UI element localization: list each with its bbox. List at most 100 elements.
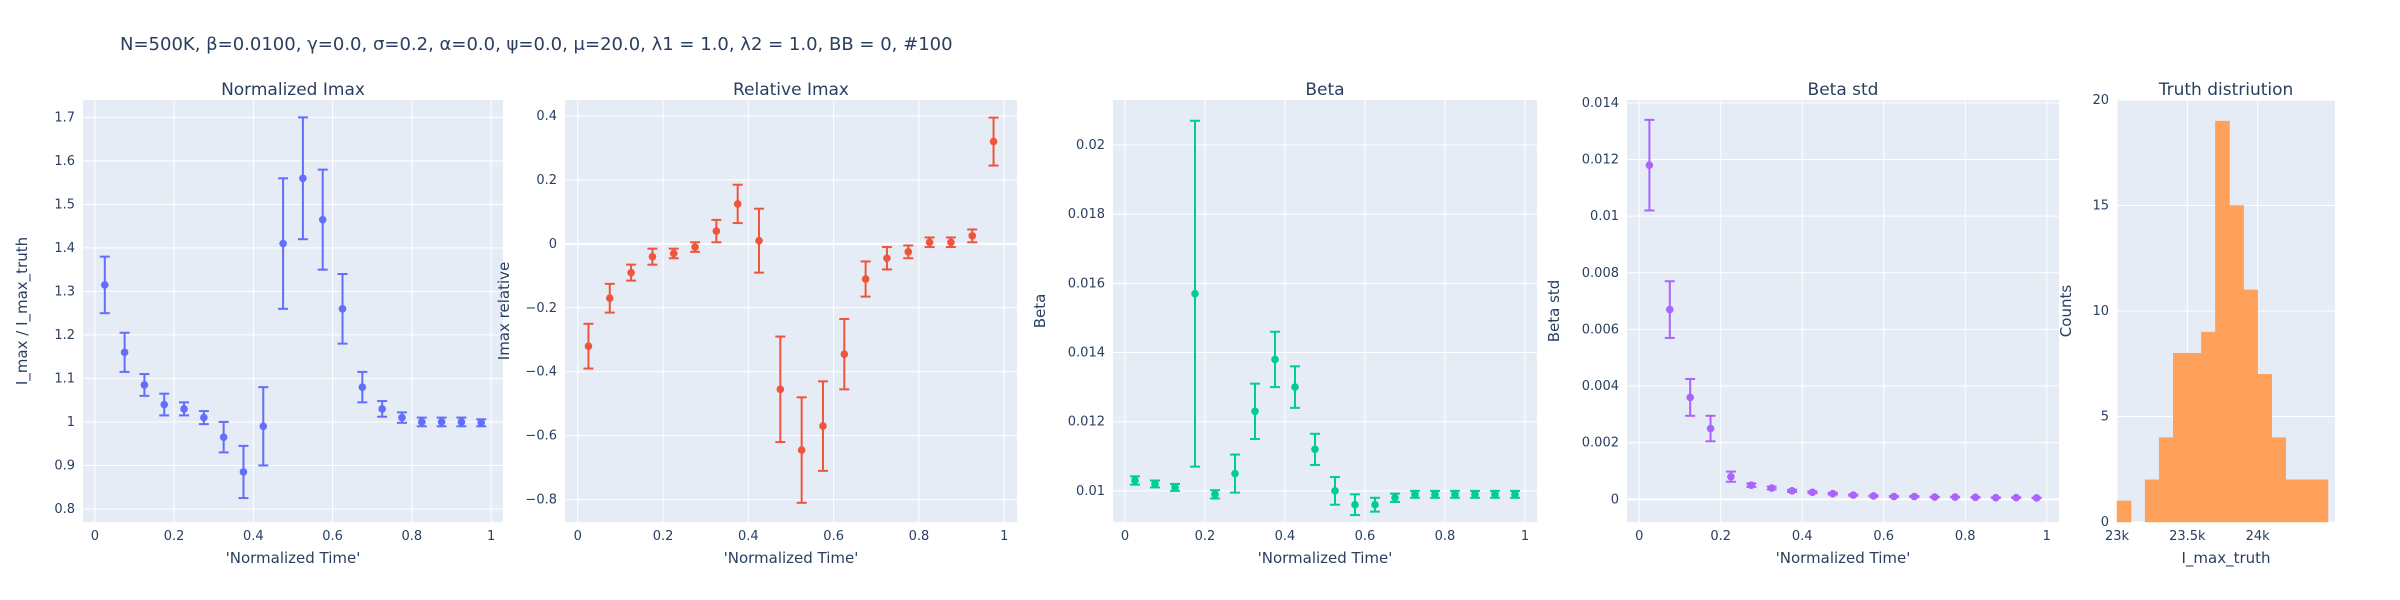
chart-2-point	[1451, 490, 1459, 499]
chart-0-ylabel: I_max / I_max_truth	[13, 237, 32, 385]
chart-0-point	[338, 305, 347, 313]
chart-0-ytick-label: 1.7	[54, 110, 75, 125]
panel-normalized-imax: 0.8 0.9 1 1.1 1.2 1.3 1.4 1.5 1.6 1.7 0 0.2 0.4 0.6 0.…	[13, 80, 503, 567]
chart-0-ytick-label: 1.2	[54, 328, 75, 343]
chart-4-bar	[2243, 289, 2258, 523]
chart-3-point	[1971, 493, 1980, 502]
chart-1-xtick-label: 0.4	[738, 529, 759, 544]
chart-3-point	[1951, 493, 1959, 501]
chart-0-xtick-label: 0.2	[164, 529, 185, 544]
chart-3-ytick-label: 0.014	[1582, 96, 1619, 111]
chart-4-xtick-label: 24k	[2246, 529, 2271, 544]
chart-2-point	[1311, 445, 1319, 454]
chart-3-point	[2012, 493, 2021, 502]
chart-2-point	[1151, 480, 1159, 488]
chart-4-ylabel: Counts	[2057, 285, 2075, 338]
chart-0-point	[259, 422, 268, 431]
chart-0-point	[378, 405, 386, 413]
chart-2-title: Beta	[1305, 80, 1344, 100]
chart-4-bar	[2313, 479, 2329, 523]
chart-0-point	[180, 405, 188, 413]
chart-4-ytick-label: 10	[2092, 304, 2109, 319]
chart-3-title: Beta std	[1808, 80, 1879, 100]
chart-0-ytick-label: 1.3	[54, 284, 75, 299]
chart-2-xtick-label: 0.8	[1435, 529, 1456, 544]
chart-1-point	[840, 350, 849, 358]
chart-3-point	[1727, 472, 1735, 481]
chart-0-point	[100, 281, 109, 289]
chart-0-xtick-label: 0.6	[322, 529, 343, 544]
chart-1-point	[776, 385, 785, 394]
chart-3-point	[1788, 487, 1796, 495]
chart-1-ytick-label: 0	[549, 237, 557, 252]
chart-3-point	[1829, 489, 1837, 498]
chart-1-point	[989, 137, 998, 146]
chart-0-point	[239, 468, 248, 476]
chart-3-point	[1910, 492, 1919, 501]
chart-1-point	[712, 227, 721, 235]
chart-4-bar	[2173, 352, 2188, 523]
chart-0-ytick-label: 1.6	[54, 154, 75, 169]
chart-3-ytick-label: 0.01	[1590, 209, 1619, 224]
chart-2-point	[1211, 490, 1219, 499]
chart-4-bar	[2201, 331, 2216, 523]
chart-3-point	[1930, 493, 1939, 501]
chart-4-bar	[2116, 500, 2132, 523]
chart-1-xtick-label: 0.6	[823, 529, 844, 544]
chart-2-plot-area	[1113, 100, 1537, 522]
chart-0-point	[299, 174, 307, 183]
chart-1-ytick-label: 0.2	[536, 173, 557, 188]
panel-beta: 0.01 0.012 0.014 0.016 0.018 0.02 0 0.2 0.4 0.6 0.…	[1031, 80, 1537, 567]
chart-2-point	[1491, 490, 1499, 499]
chart-1-ytick-label: −0.4	[525, 365, 557, 380]
chart-4-bar	[2144, 479, 2160, 523]
chart-2-xtick-label: 1	[1521, 529, 1529, 544]
chart-3-xlabel: 'Normalized Time'	[1776, 549, 1911, 567]
chart-1-xtick-label: 0.2	[653, 529, 674, 544]
chart-2-point	[1371, 500, 1379, 509]
chart-4-title: Truth distriution	[2158, 80, 2294, 100]
chart-3-xtick-label: 0.2	[1710, 529, 1731, 544]
chart-2-point	[1291, 383, 1299, 391]
chart-0-xtick-label: 0	[91, 529, 99, 544]
chart-0-ytick-label: 0.8	[54, 502, 75, 517]
chart-1-point	[968, 232, 977, 240]
chart-2-ytick-label: 0.014	[1068, 346, 1105, 361]
chart-1-point	[755, 236, 763, 245]
chart-2-ytick-label: 0.01	[1076, 484, 1105, 499]
chart-0-point	[437, 418, 446, 426]
chart-0-ytick-label: 0.9	[54, 458, 75, 473]
chart-2-point	[1191, 289, 1199, 298]
chart-3-point	[1849, 491, 1857, 499]
chart-3-xtick-label: 0.6	[1873, 529, 1894, 544]
chart-0-xtick-label: 0.8	[402, 529, 423, 544]
chart-3-point	[1890, 492, 1898, 501]
chart-1-xtick-label: 0.8	[909, 529, 930, 544]
figure-suptitle: N=500K, β=0.0100, γ=0.0, σ=0.2, α=0.0, ψ…	[120, 34, 953, 55]
chart-4-bar	[2158, 437, 2174, 523]
chart-2-xtick-label: 0.6	[1355, 529, 1376, 544]
chart-2-ytick-label: 0.012	[1068, 415, 1105, 430]
chart-2-point	[1391, 493, 1399, 502]
chart-1-ytick-label: −0.2	[525, 301, 557, 316]
chart-3-point	[1808, 488, 1817, 497]
chart-2-point	[1411, 490, 1419, 499]
chart-3-point	[1686, 393, 1694, 402]
chart-3-point	[2032, 494, 2041, 502]
chart-3-xtick-label: 0.8	[1955, 529, 1976, 544]
panel-truth-distribution: 0 5 10 15 20 23k 23.5k 24k Truth distriution I_ma…	[2057, 80, 2335, 568]
chart-1-xlabel: 'Normalized Time'	[724, 549, 859, 567]
chart-1-point	[605, 294, 614, 303]
chart-2-point	[1431, 490, 1439, 499]
chart-2-xtick-label: 0.2	[1195, 529, 1216, 544]
chart-3-ytick-label: 0	[1611, 492, 1619, 507]
chart-0-point	[160, 400, 169, 409]
chart-0-ytick-label: 1.1	[54, 371, 75, 386]
chart-4-ytick-label: 5	[2101, 410, 2109, 425]
chart-3-xtick-label: 1	[2043, 529, 2051, 544]
chart-3-point	[1992, 493, 2000, 502]
chart-3-ytick-label: 0.006	[1582, 322, 1619, 337]
chart-3-ytick-label: 0.008	[1582, 266, 1619, 281]
chart-3-ylabel: Beta std	[1545, 280, 1563, 343]
chart-2-point	[1251, 407, 1259, 416]
